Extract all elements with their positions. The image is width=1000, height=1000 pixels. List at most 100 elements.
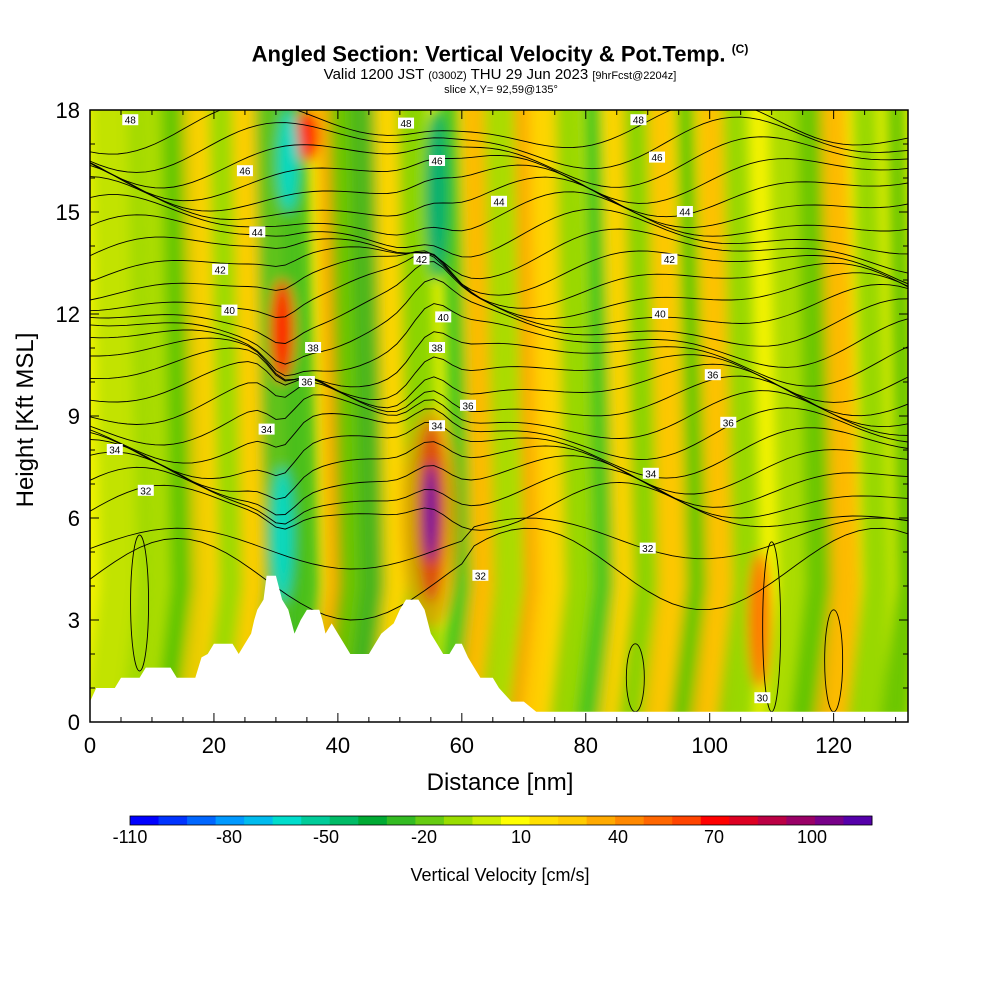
colorbar-swatch — [329, 816, 359, 825]
contour-label-text: 40 — [224, 306, 236, 317]
colorbar-frame — [129, 815, 873, 826]
velocity-streak — [201, 110, 247, 722]
contour-label: 36 — [460, 399, 477, 412]
contour-label-bg — [305, 342, 322, 353]
theta-contour — [90, 466, 908, 525]
velocity-streak — [790, 110, 836, 722]
contour-label-text: 44 — [679, 208, 691, 219]
contour-label-bg — [639, 542, 656, 554]
contour-label-bg — [298, 376, 315, 387]
contour-label-bg — [249, 226, 266, 238]
contour-label: 34 — [429, 420, 446, 433]
contour-label-bg — [642, 467, 659, 479]
contour-label: 40 — [435, 311, 452, 324]
colorbar-swatch — [843, 816, 873, 825]
velocity-streak — [276, 110, 321, 722]
y-axis-label: Height [Kft MSL] — [12, 333, 39, 508]
colorbar-tick-label: 10 — [511, 827, 531, 847]
theta-contour — [90, 116, 908, 173]
velocity-core — [426, 110, 449, 280]
y-tick-label: 0 — [68, 710, 80, 735]
colorbar-swatch — [615, 816, 645, 825]
contour-label: 48 — [398, 117, 415, 130]
theta-contour — [90, 303, 908, 377]
colorbar-swatch — [187, 816, 217, 825]
colorbar-swatch — [130, 816, 160, 825]
velocity-core — [295, 110, 318, 161]
velocity-streak — [121, 110, 179, 722]
x-tick-label: 120 — [815, 733, 852, 758]
y-tick-label: 12 — [56, 302, 80, 327]
contour-label: 46 — [649, 151, 666, 164]
terrain — [90, 575, 908, 722]
colorbar-swatch — [529, 816, 559, 825]
contour-label-text: 36 — [462, 401, 474, 412]
contour-label-bg — [398, 117, 415, 129]
theta-contour — [90, 407, 908, 464]
contour-label-bg — [754, 692, 771, 704]
contour-label: 32 — [137, 484, 154, 497]
contour-label-text: 34 — [645, 469, 657, 480]
chart-title: Angled Section: Vertical Velocity & Pot.… — [251, 41, 749, 67]
colorbar-swatch — [244, 816, 274, 825]
contour-label-text: 34 — [109, 446, 121, 457]
contour-label-bg — [212, 263, 229, 275]
contour-label-bg — [661, 253, 678, 265]
velocity-core — [271, 280, 294, 382]
slice-info: slice X,Y= 92,59@135° — [444, 84, 558, 97]
theta-contour-closed — [130, 534, 150, 672]
theta-contour — [90, 246, 908, 296]
contour-label: 32 — [472, 569, 489, 582]
contour-label-bg — [649, 151, 666, 163]
contour-label: 44 — [491, 195, 507, 208]
contour-label-bg — [137, 484, 154, 496]
valid-time: Valid 1200 JST (0300Z) THU 29 Jun 2023 [… — [323, 66, 677, 84]
colorbar-tick-label: 70 — [704, 827, 724, 847]
velocity-core — [748, 552, 771, 688]
y-tick-label: 3 — [68, 608, 80, 633]
contour-label-bg — [704, 369, 721, 381]
contour-label-text: 34 — [431, 422, 443, 433]
contour-label: 48 — [630, 114, 647, 127]
velocity-peak — [423, 463, 438, 563]
contour-label-text: 44 — [493, 197, 505, 208]
theta-contour — [90, 208, 908, 258]
colorbar-tick-label: 40 — [608, 827, 628, 847]
colorbar: -110 -80 -50 -20 10 40 70 100 — [113, 815, 873, 847]
x-tick-label: 40 — [326, 733, 350, 758]
colorbar-swatch — [501, 816, 531, 825]
x-tick-label: 100 — [691, 733, 728, 758]
theta-contour — [90, 390, 908, 446]
contour-label-bg — [630, 114, 647, 126]
contour-label-bg — [221, 304, 238, 316]
contour-label-text: 42 — [416, 255, 428, 266]
contour-label: 34 — [106, 444, 123, 457]
contour-label: 32 — [639, 542, 656, 555]
contour-label: 46 — [429, 155, 446, 168]
contour-label-text: 38 — [431, 344, 443, 355]
contour-label: 38 — [305, 342, 322, 355]
contour-label-bg — [122, 114, 139, 126]
colorbar-swatch — [415, 816, 445, 825]
contour-label: 44 — [676, 206, 693, 219]
theta-contour — [90, 164, 908, 218]
x-tick-label: 80 — [574, 733, 598, 758]
theta-contour-low — [90, 527, 908, 621]
contour-label-bg — [258, 423, 275, 435]
velocity-streak — [691, 110, 737, 722]
colorbar-swatch — [757, 816, 787, 825]
contour-label-text: 32 — [475, 571, 487, 582]
theta-contour — [90, 250, 908, 309]
colorbar-swatch — [386, 816, 416, 825]
theta-contour — [90, 228, 908, 280]
theta-contour — [90, 110, 908, 155]
theta-contour — [90, 136, 908, 189]
contour-label-bg — [106, 444, 123, 455]
contour-label-text: 30 — [757, 694, 769, 705]
theta-contour — [90, 154, 908, 204]
contour-label-text: 46 — [239, 167, 251, 178]
velocity-streak — [477, 110, 529, 722]
contour-label: 34 — [258, 423, 275, 436]
theta-contour — [90, 176, 908, 228]
